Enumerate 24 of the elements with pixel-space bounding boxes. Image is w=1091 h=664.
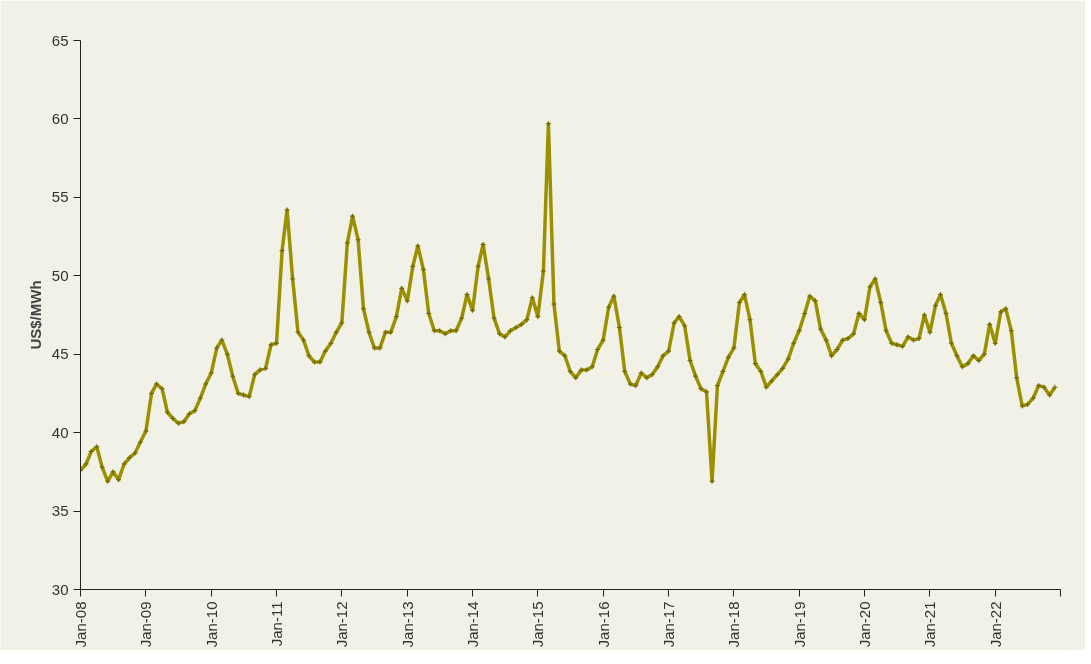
x-tick-label: Jan-09 bbox=[137, 601, 155, 648]
x-tick-label: Jan-19 bbox=[790, 601, 808, 648]
x-tick-label: Jan-20 bbox=[855, 601, 873, 648]
x-tick-label: Jan-08 bbox=[72, 601, 89, 648]
x-tick-label: Jan-21 bbox=[921, 601, 939, 648]
y-tick-label: 40 bbox=[51, 423, 69, 441]
y-tick-label: 60 bbox=[51, 109, 69, 127]
x-tick-label: Jan-13 bbox=[398, 601, 416, 648]
x-tick-label: Jan-17 bbox=[660, 601, 678, 648]
y-tick-label: 45 bbox=[51, 345, 69, 363]
x-tick-label: Jan-15 bbox=[529, 601, 547, 648]
y-tick-label: 50 bbox=[51, 266, 69, 284]
y-tick-label: 55 bbox=[51, 188, 69, 206]
x-tick-label: Jan-14 bbox=[464, 601, 482, 648]
y-tick-label: 35 bbox=[51, 502, 69, 520]
y-tick-label: 65 bbox=[51, 31, 69, 49]
x-tick-label: Jan-10 bbox=[202, 601, 220, 648]
y-axis-title: US$/MWh bbox=[26, 280, 44, 350]
y-tick-label: 30 bbox=[51, 580, 69, 598]
x-tick-label: Jan-11 bbox=[268, 601, 286, 647]
x-tick-label: Jan-22 bbox=[986, 601, 1004, 648]
x-tick-label: Jan-12 bbox=[333, 601, 351, 648]
x-tick-label: Jan-16 bbox=[594, 601, 612, 648]
x-tick-label: Jan-18 bbox=[725, 601, 743, 648]
